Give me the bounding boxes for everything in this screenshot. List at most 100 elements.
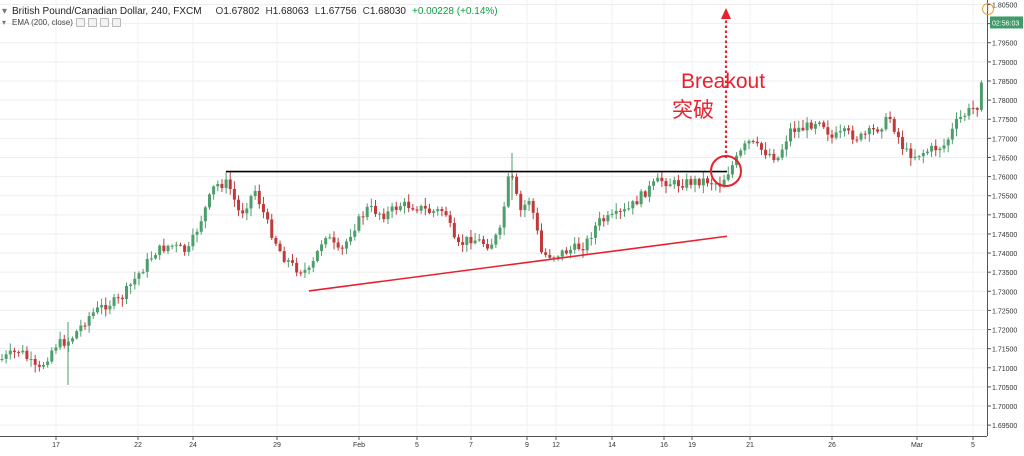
candle-body (187, 246, 191, 252)
candle (872, 124, 875, 135)
more-icon[interactable] (111, 17, 121, 27)
candle (610, 209, 614, 218)
candle-body (851, 130, 855, 140)
x-tick-label: 26 (828, 442, 836, 449)
chevron-down-icon[interactable]: ▾ (2, 17, 7, 27)
candle-body (693, 178, 697, 185)
chevron-down-icon[interactable]: ▾ (2, 5, 8, 17)
candle-body (216, 183, 220, 187)
candle-body (867, 128, 871, 135)
candle-body (166, 245, 170, 252)
candle-body (776, 157, 780, 161)
candle (390, 202, 394, 219)
candle-body (75, 331, 79, 339)
support-line[interactable] (308, 235, 728, 292)
candle (12, 347, 16, 359)
candle (656, 173, 660, 183)
candle (639, 189, 643, 208)
candle (174, 241, 178, 253)
indicator-label: EMA (200, close) (12, 17, 73, 27)
candle (901, 130, 905, 155)
candle (851, 125, 855, 145)
candle (282, 246, 286, 264)
candle (623, 203, 626, 217)
candle (340, 244, 344, 255)
candle (535, 207, 539, 235)
candle-body (606, 215, 610, 222)
candle (892, 116, 896, 135)
candle (755, 136, 759, 147)
candle (349, 229, 353, 246)
candle (768, 148, 772, 158)
candle (938, 146, 942, 158)
candle (448, 210, 452, 228)
candle (266, 208, 270, 224)
candle (967, 103, 971, 120)
eye-icon[interactable] (75, 17, 85, 27)
candle-body (12, 350, 16, 352)
candle-body (100, 304, 104, 308)
candle-body (743, 143, 747, 151)
settings-icon[interactable] (87, 17, 97, 27)
candle (930, 142, 934, 158)
candle (942, 138, 946, 153)
y-tick-label: 1.70000 (992, 404, 1017, 411)
candle-body (585, 238, 589, 251)
candle (129, 282, 133, 294)
candle (598, 211, 602, 231)
y-tick-label: 1.73000 (992, 289, 1017, 296)
candle (228, 172, 232, 195)
candle (589, 232, 593, 246)
candle (133, 271, 137, 290)
candle (573, 237, 577, 254)
candle (772, 149, 776, 163)
info-icon[interactable]: ! (982, 3, 994, 15)
candle (411, 204, 415, 212)
candle (33, 354, 37, 373)
candle (108, 300, 112, 315)
candle-body (685, 179, 689, 188)
candle (303, 262, 307, 278)
candle-body (531, 201, 535, 213)
close-icon[interactable] (99, 17, 109, 27)
candle-body (336, 242, 340, 248)
breakout-label-zh: 突破 (672, 99, 714, 122)
candle (697, 177, 701, 189)
candle (743, 140, 747, 155)
candle (158, 244, 162, 260)
candle-body (809, 122, 813, 129)
y-tick-label: 1.69500 (992, 423, 1017, 430)
candle-body (79, 325, 83, 332)
candle-body (199, 221, 203, 232)
candle-body (415, 209, 419, 211)
candle-body (751, 140, 755, 142)
current-price-tag: 02:56:03 (990, 16, 1023, 29)
candle-body (793, 128, 797, 132)
candle (315, 249, 319, 263)
candle (95, 301, 99, 315)
candle-body (838, 131, 842, 133)
candle-body (780, 149, 784, 158)
x-tick-label: 29 (273, 442, 281, 449)
candle-body (374, 205, 377, 214)
candle-body (261, 204, 265, 213)
candle-body (282, 251, 286, 262)
candle-body (635, 201, 639, 205)
candle (764, 142, 768, 160)
candle-body (639, 191, 643, 205)
indicator-legend: ▾ EMA (200, close) (0, 15, 121, 29)
candle (21, 345, 25, 355)
candle-body (772, 153, 776, 161)
candle (212, 185, 216, 200)
candle (896, 127, 900, 144)
candle-body (270, 219, 274, 238)
candle (120, 294, 124, 307)
candle (232, 181, 236, 207)
candle (672, 176, 676, 189)
candle-body (353, 230, 357, 237)
candle-body (423, 205, 427, 209)
candle (257, 184, 261, 209)
candle (668, 178, 672, 188)
